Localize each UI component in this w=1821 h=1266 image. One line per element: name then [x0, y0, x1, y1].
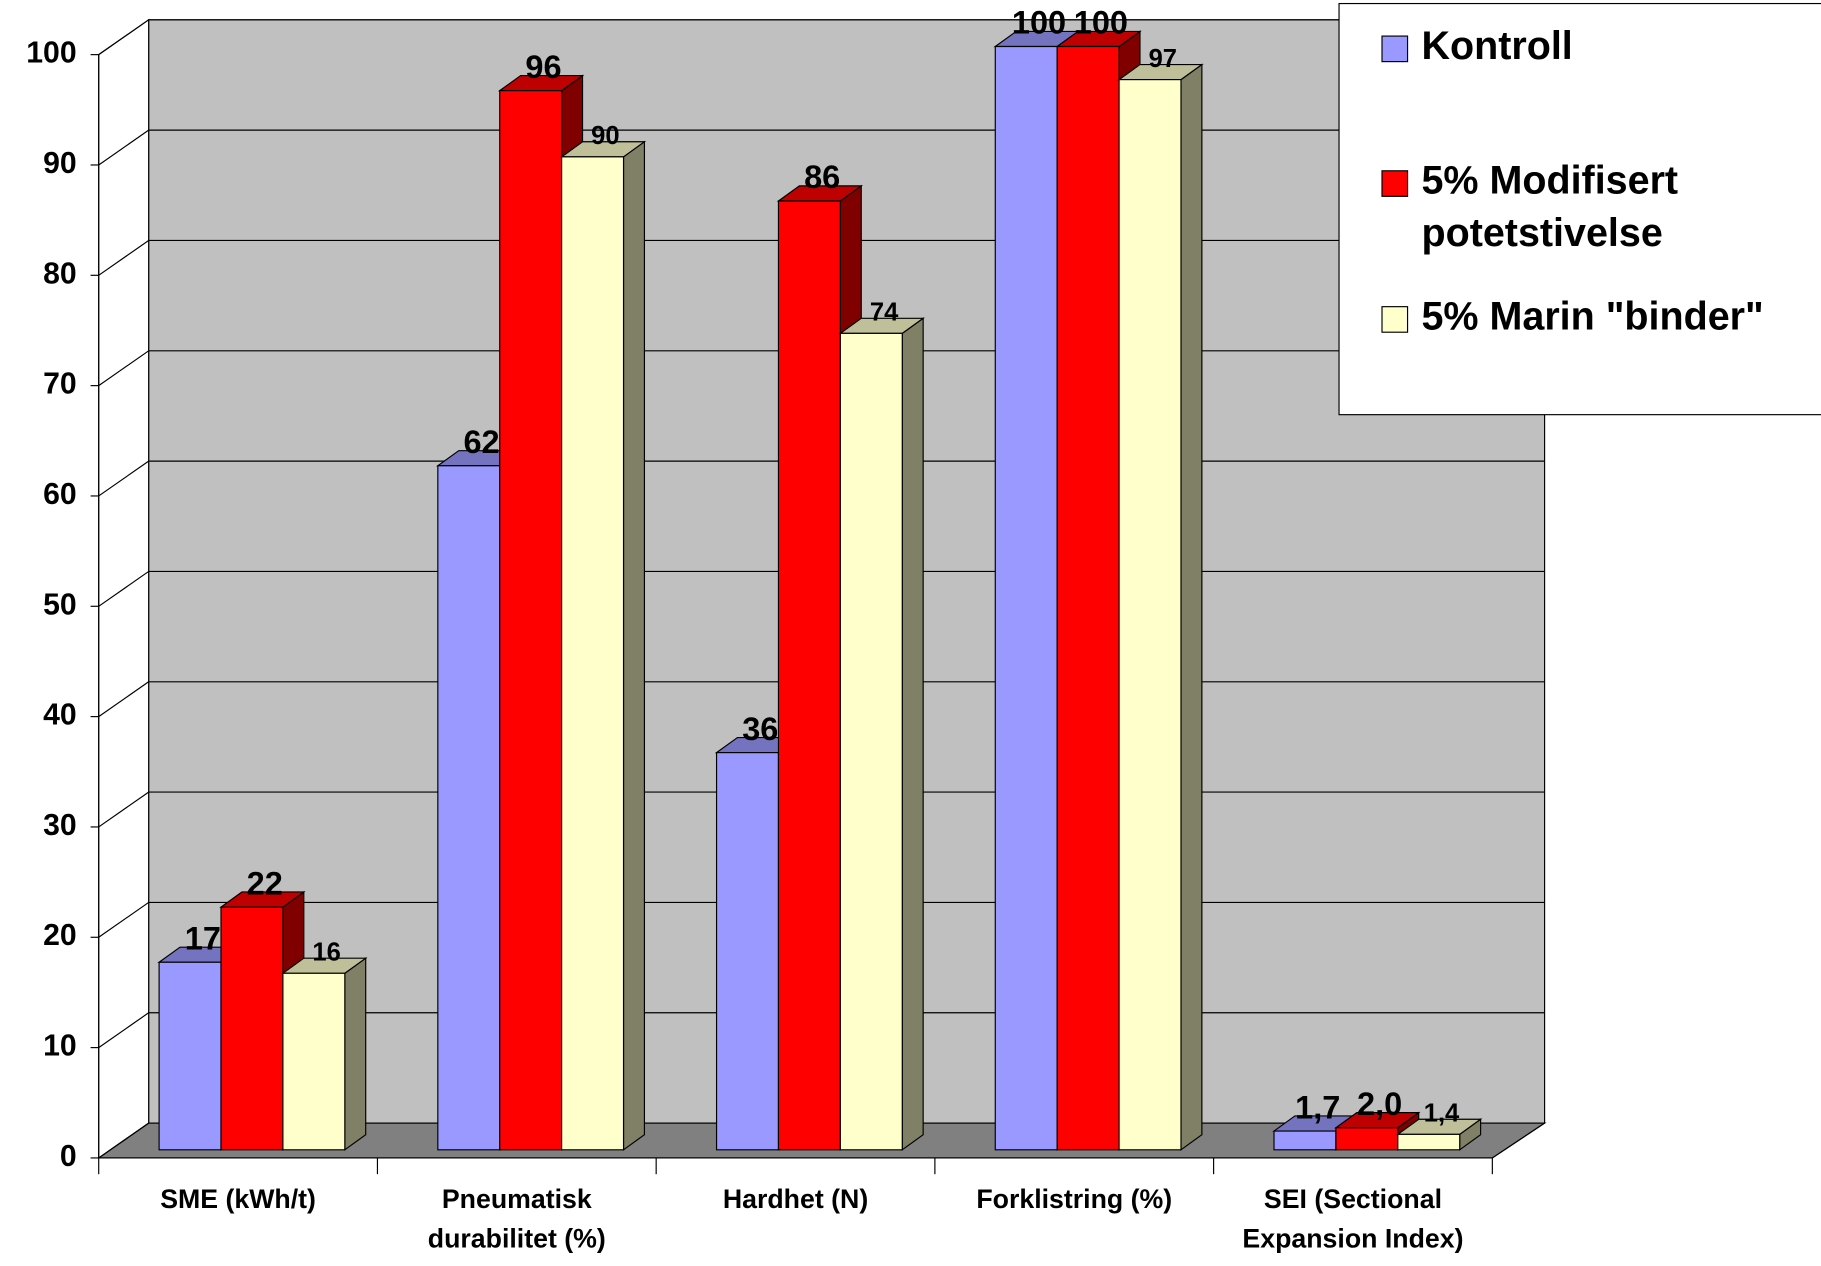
value-label: 1,7	[1295, 1089, 1340, 1125]
bar	[1118, 79, 1182, 1151]
y-tick-label: 40	[43, 699, 77, 732]
bar	[282, 972, 346, 1151]
bar-side	[622, 140, 646, 1151]
value-label: 90	[591, 122, 619, 150]
y-tick-label: 0	[60, 1140, 77, 1173]
legend-label: 5% Marin "binder"	[1421, 295, 1763, 339]
bar	[158, 961, 222, 1151]
value-label: 62	[463, 424, 499, 460]
bar	[1397, 1133, 1461, 1151]
bar-side	[901, 317, 924, 1151]
y-tick-label: 50	[43, 588, 77, 621]
y-tick-label: 90	[43, 147, 77, 180]
legend-label: Kontroll	[1421, 24, 1572, 68]
legend-box	[1338, 2, 1821, 416]
legend-label: 5% Modifisert potetstivelse	[1421, 159, 1678, 255]
value-label: 100	[1012, 5, 1066, 41]
bar	[437, 465, 501, 1151]
y-tick-label: 70	[43, 368, 77, 401]
value-label: 97	[1149, 45, 1177, 73]
value-label: 17	[185, 920, 221, 956]
value-label: 86	[804, 159, 840, 195]
y-tick-label: 80	[43, 257, 77, 290]
value-label: 96	[525, 49, 561, 85]
legend-swatch	[1381, 306, 1409, 333]
y-tick-label: 20	[43, 919, 77, 952]
value-label: 2,0	[1357, 1086, 1402, 1122]
bar	[1056, 45, 1120, 1151]
bar	[839, 332, 903, 1151]
value-label: 22	[247, 865, 283, 901]
x-tick-label: Forklistring (%)	[976, 1184, 1172, 1214]
grid-line	[98, 681, 149, 718]
value-label: 16	[312, 939, 340, 967]
bar	[1335, 1127, 1399, 1151]
bar	[220, 906, 284, 1151]
bar	[777, 200, 841, 1151]
grid-line	[98, 1012, 149, 1049]
grid-line	[98, 791, 149, 828]
grid-line	[98, 570, 149, 607]
bar	[994, 45, 1058, 1151]
grid-line	[98, 350, 149, 387]
bar-side	[1180, 63, 1203, 1151]
value-label: 36	[742, 711, 778, 747]
x-tick-label: Hardhet (N)	[723, 1184, 868, 1214]
value-label: 100	[1074, 5, 1128, 41]
bar-side	[344, 957, 367, 1151]
x-tick-label: SME (kWh/t)	[160, 1184, 316, 1214]
y-tick-label: 100	[26, 37, 76, 70]
grid-line	[98, 1122, 149, 1159]
y-tick-label: 60	[43, 478, 77, 511]
grid-line	[98, 19, 149, 56]
legend-swatch	[1381, 170, 1409, 197]
bar	[715, 752, 780, 1151]
y-tick-label: 10	[43, 1030, 77, 1063]
x-tick-label: SEI (Sectional Expansion Index)	[1242, 1184, 1463, 1253]
bar	[1273, 1130, 1337, 1151]
value-label: 74	[870, 299, 899, 327]
grid-line	[98, 901, 149, 938]
grid-line	[98, 129, 149, 166]
y-tick-label: 30	[43, 809, 77, 842]
grid-line	[98, 460, 149, 497]
grid-line	[98, 239, 149, 276]
bar	[499, 90, 563, 1151]
floor-edge	[1492, 1122, 1545, 1159]
value-label: 1,4	[1424, 1100, 1460, 1128]
bar	[561, 156, 625, 1151]
x-tick-label: Pneumatisk durabilitet (%)	[428, 1184, 606, 1253]
legend-swatch	[1381, 35, 1409, 63]
